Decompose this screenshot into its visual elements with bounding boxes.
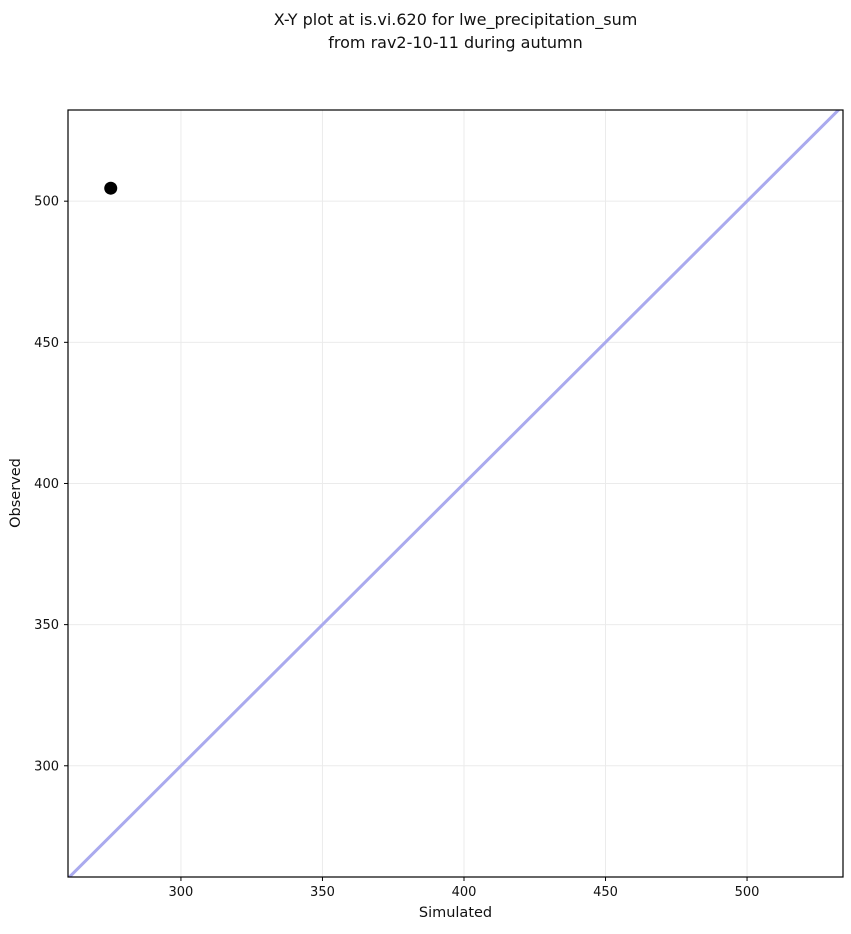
x-tick-label: 500 bbox=[735, 885, 760, 900]
ticks: 300 350 400 450 500 300 350 400 450 500 bbox=[34, 195, 759, 900]
chart-title: X-Y plot at is.vi.620 for lwe_precipitat… bbox=[68, 8, 843, 54]
x-tick-label: 350 bbox=[310, 885, 335, 900]
x-tick-label: 400 bbox=[452, 885, 477, 900]
chart-title-line1: X-Y plot at is.vi.620 for lwe_precipitat… bbox=[273, 10, 638, 29]
series-group bbox=[68, 110, 841, 877]
identity-line bbox=[68, 110, 841, 877]
x-tick-label: 450 bbox=[593, 885, 618, 900]
data-point bbox=[104, 181, 118, 195]
x-tick-label: 300 bbox=[169, 885, 194, 900]
grid bbox=[68, 110, 843, 877]
x-axis-label: Simulated bbox=[418, 905, 493, 921]
chart-title-line2: from rav2-10-11 during autumn bbox=[328, 33, 583, 52]
y-tick-label: 350 bbox=[34, 618, 59, 633]
y-tick-label: 300 bbox=[34, 759, 59, 774]
y-tick-label: 450 bbox=[34, 336, 59, 351]
plot-border bbox=[67, 109, 844, 878]
y-tick-label: 500 bbox=[34, 195, 59, 210]
y-tick-label: 400 bbox=[34, 477, 59, 492]
y-axis-label: Observed bbox=[8, 458, 24, 528]
